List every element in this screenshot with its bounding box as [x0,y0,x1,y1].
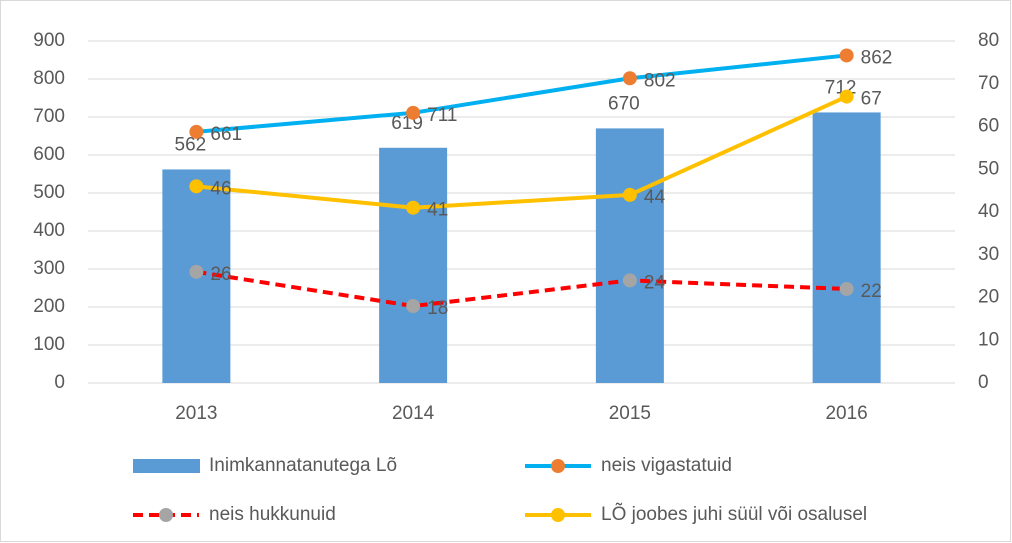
data-label: 41 [427,200,448,221]
legend-label: LÕ joobes juhi süül või osalusel [601,503,867,525]
y2-tick-label: 80 [978,30,999,51]
y-tick-label: 900 [33,30,65,51]
data-label: 670 [608,93,640,114]
y-tick-label: 700 [33,106,65,127]
bar [595,128,664,383]
marker [622,71,637,86]
data-label: 711 [427,105,457,126]
y2-tick-label: 50 [978,158,999,179]
legend-label: neis vigastatuid [601,455,732,476]
data-label: 562 [175,134,207,155]
y2-tick-label: 0 [978,372,989,393]
marker [839,89,854,104]
y2-tick-label: 70 [978,73,999,94]
data-label: 18 [427,298,448,319]
y-tick-label: 400 [33,220,65,241]
y-tick-label: 0 [54,372,65,393]
data-label: 661 [210,124,242,145]
data-label: 802 [644,70,676,91]
data-label: 46 [210,178,231,199]
marker [622,273,637,288]
marker [839,281,854,296]
x-tick-label: 2015 [609,403,651,424]
legend-swatch [133,459,200,473]
y-tick-label: 100 [33,334,65,355]
data-label: 67 [861,89,882,110]
y-tick-label: 200 [33,296,65,317]
y-tick-label: 600 [33,144,65,165]
legend-label: neis hukkunuid [209,504,336,525]
marker [189,179,204,194]
y-tick-label: 500 [33,182,65,203]
y2-tick-label: 40 [978,201,999,222]
x-tick-label: 2014 [392,403,435,424]
line [196,269,847,309]
y2-tick-label: 30 [978,244,999,265]
y-tick-label: 800 [33,68,65,89]
legend-label: Inimkannatanutega Lõ [209,455,397,476]
bar [379,147,448,383]
data-label: 24 [644,272,666,293]
marker [622,187,637,202]
legend-marker [551,459,565,473]
y2-tick-label: 60 [978,116,999,137]
data-label: 22 [861,281,882,302]
data-label: 862 [861,47,893,68]
line [196,94,848,210]
y2-tick-label: 10 [978,329,999,350]
legend-marker [159,508,173,522]
data-label: 26 [210,264,231,285]
marker [406,299,421,314]
x-tick-label: 2016 [825,403,867,424]
marker [189,124,204,139]
bar [812,112,881,383]
data-label: 44 [644,187,666,208]
y-tick-label: 300 [33,258,65,279]
marker [839,48,854,63]
line [196,53,847,134]
marker [406,105,421,120]
marker [189,264,204,279]
y2-tick-label: 20 [978,287,999,308]
x-tick-label: 2013 [175,403,217,424]
legend-marker [551,508,565,522]
marker [406,200,421,215]
